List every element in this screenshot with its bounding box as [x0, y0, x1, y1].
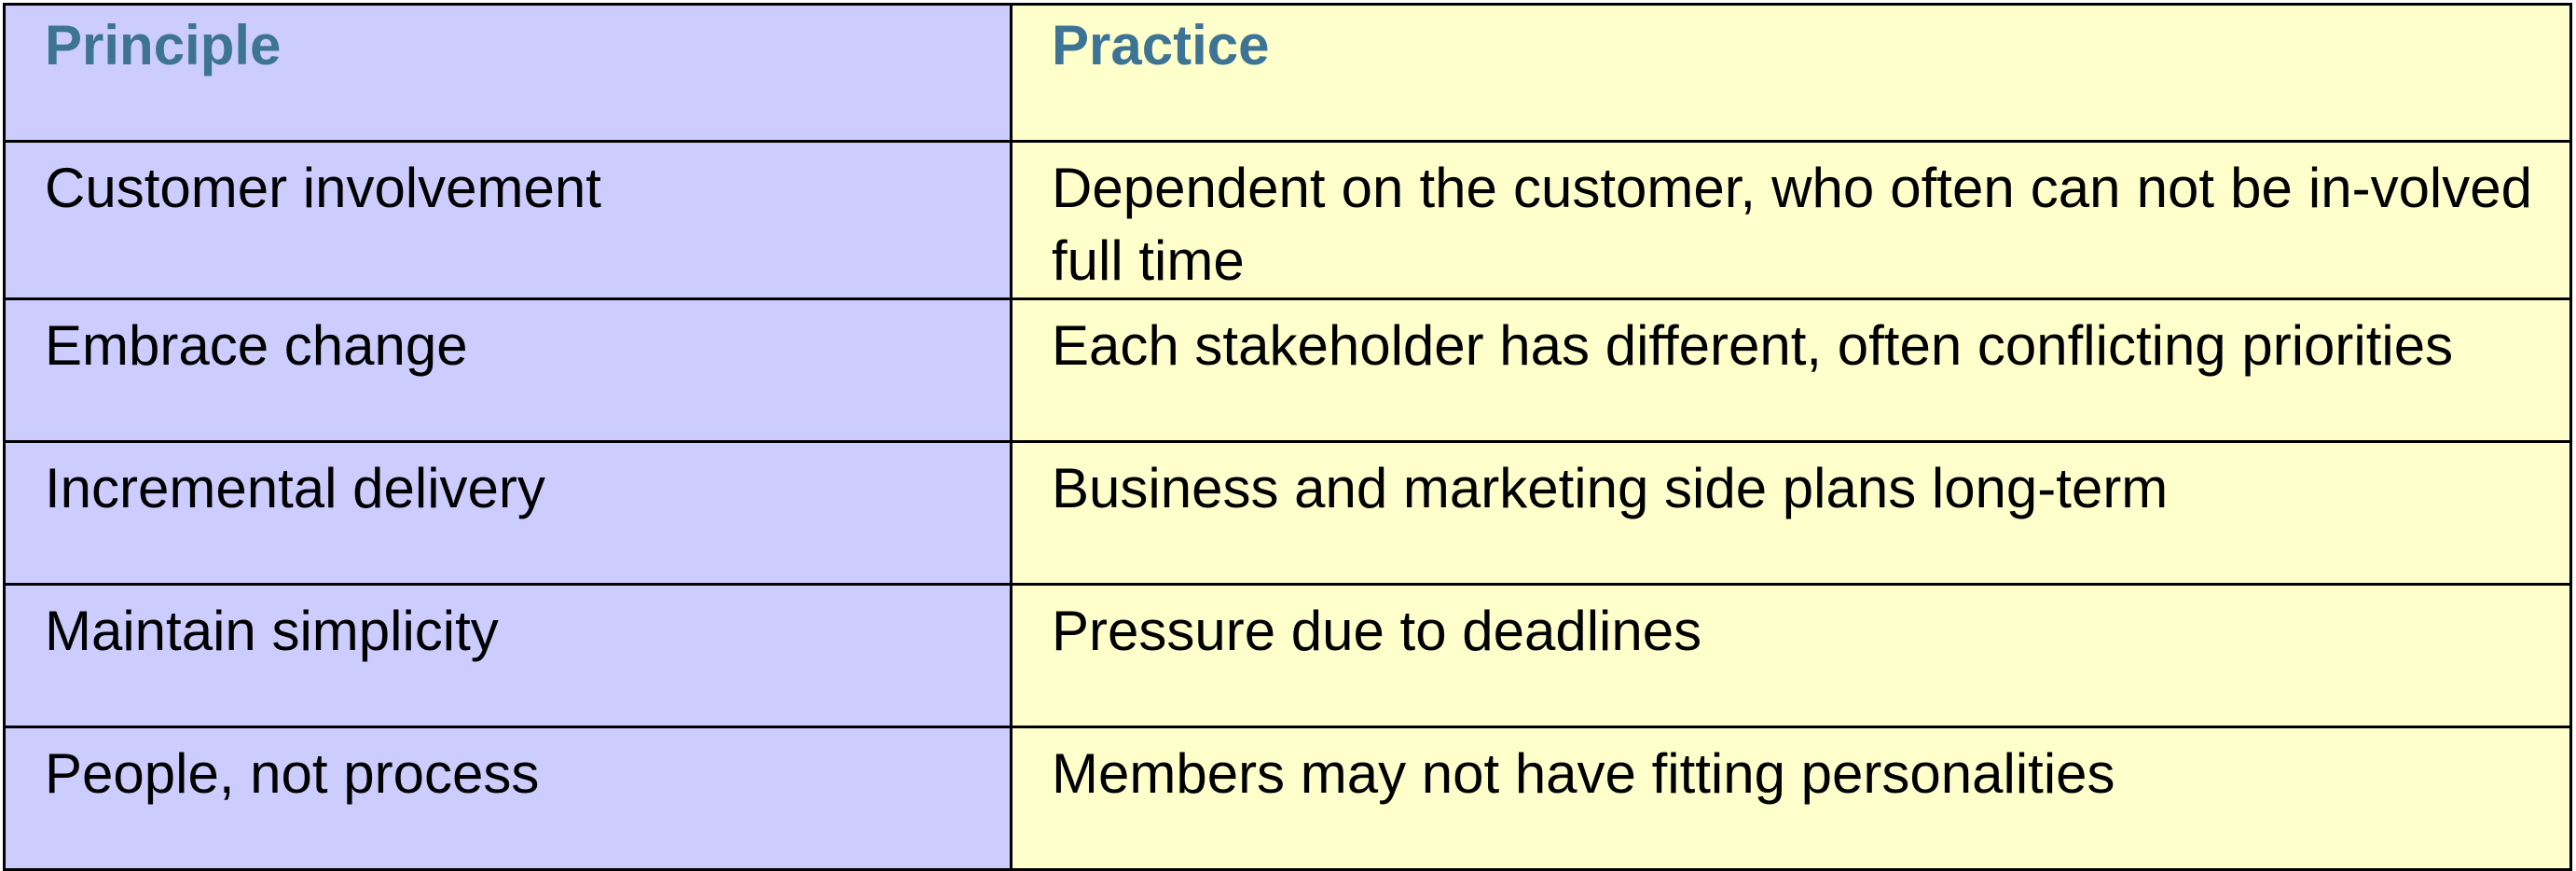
- principles-practice-table-container: Principle Practice Customer involvement …: [3, 3, 2572, 871]
- table-header-row: Principle Practice: [3, 3, 2572, 143]
- table-row: People, not process Members may not have…: [3, 726, 2572, 871]
- practice-cell: Pressure due to deadlines: [1010, 583, 2572, 728]
- principle-cell: People, not process: [3, 726, 1012, 871]
- principle-cell: Embrace change: [3, 297, 1012, 443]
- practice-cell: Each stakeholder has different, often co…: [1010, 297, 2572, 443]
- practice-cell: Dependent on the customer, who often can…: [1010, 140, 2572, 300]
- practice-cell: Members may not have fitting personaliti…: [1010, 726, 2572, 871]
- header-practice: Practice: [1010, 3, 2572, 143]
- table-row: Embrace change Each stakeholder has diff…: [3, 297, 2572, 443]
- practice-cell: Business and marketing side plans long-t…: [1010, 440, 2572, 586]
- principle-cell: Maintain simplicity: [3, 583, 1012, 728]
- table-row: Maintain simplicity Pressure due to dead…: [3, 583, 2572, 728]
- header-principle: Principle: [3, 3, 1012, 143]
- table-row: Customer involvement Dependent on the cu…: [3, 140, 2572, 300]
- principles-practice-table: Principle Practice Customer involvement …: [3, 3, 2572, 871]
- table-row: Incremental delivery Business and market…: [3, 440, 2572, 586]
- principle-cell: Incremental delivery: [3, 440, 1012, 586]
- principle-cell: Customer involvement: [3, 140, 1012, 300]
